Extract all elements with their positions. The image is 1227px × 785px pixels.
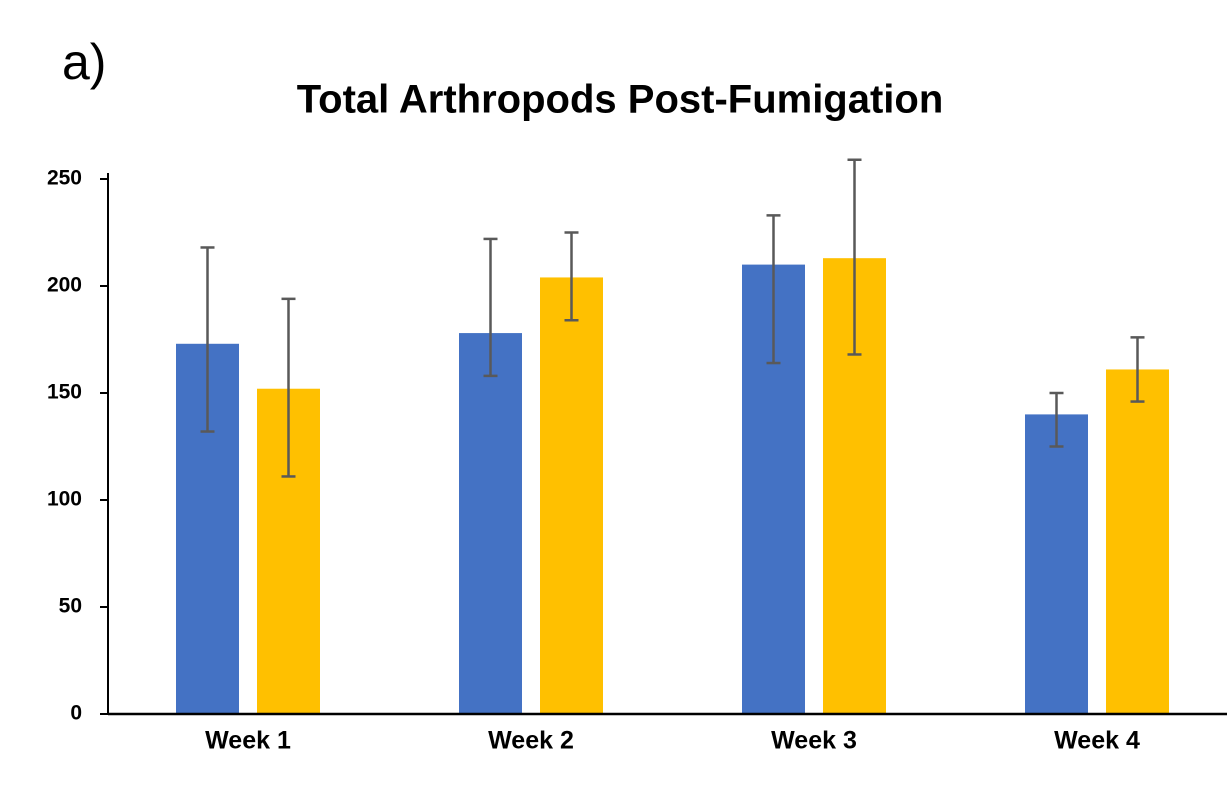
x-tick-label: Week 1 — [205, 727, 291, 755]
panel-label: a) — [62, 34, 106, 90]
bar — [540, 277, 603, 714]
x-tick-label: Week 4 — [1054, 727, 1140, 755]
x-tick-label: Week 3 — [771, 727, 857, 755]
y-tick-label: 150 — [47, 381, 82, 404]
bar — [459, 333, 522, 714]
y-tick-label: 50 — [59, 595, 82, 618]
y-tick-label: 200 — [47, 274, 82, 297]
y-tick-label: 250 — [47, 167, 82, 190]
y-tick-label: 100 — [47, 488, 82, 511]
chart-title: Total Arthropods Post-Fumigation — [297, 78, 944, 122]
x-tick-label: Week 2 — [488, 727, 574, 755]
bar — [1025, 414, 1088, 714]
bar — [1106, 369, 1169, 714]
y-tick-label: 0 — [70, 702, 82, 725]
